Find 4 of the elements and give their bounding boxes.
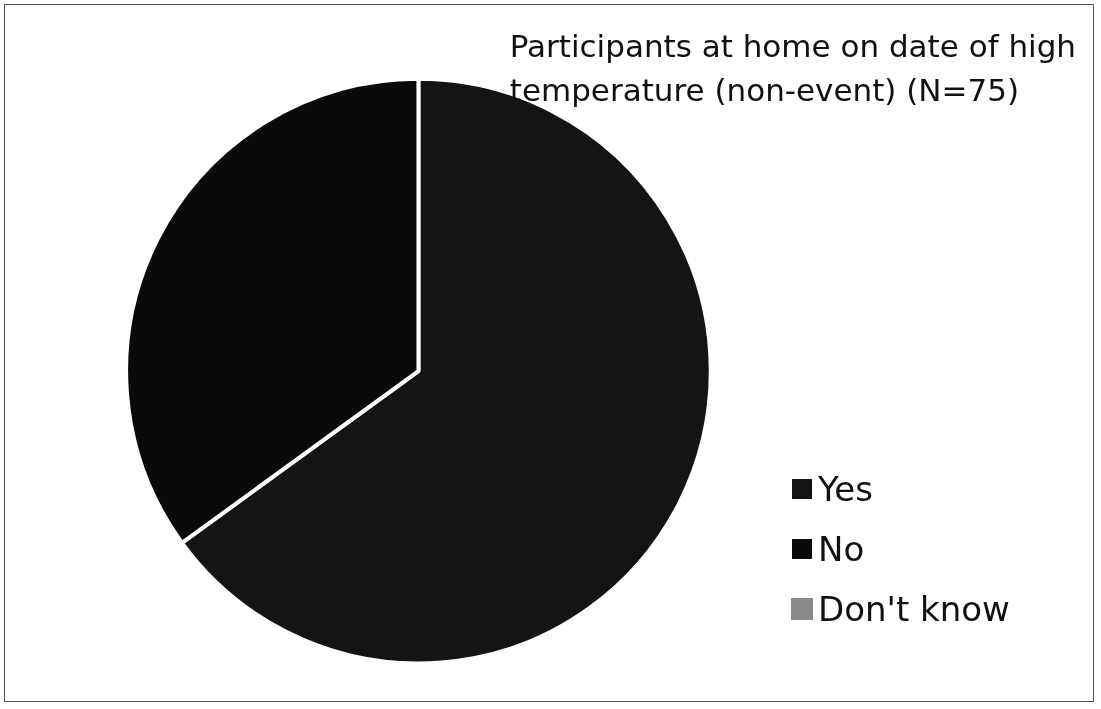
legend-label: No xyxy=(818,529,865,569)
legend-label: Don't know xyxy=(818,589,1010,629)
legend-label: Yes xyxy=(817,469,873,509)
chart-title: Participants at home on date of high temperature (non-event) (N=75) xyxy=(509,28,1076,108)
